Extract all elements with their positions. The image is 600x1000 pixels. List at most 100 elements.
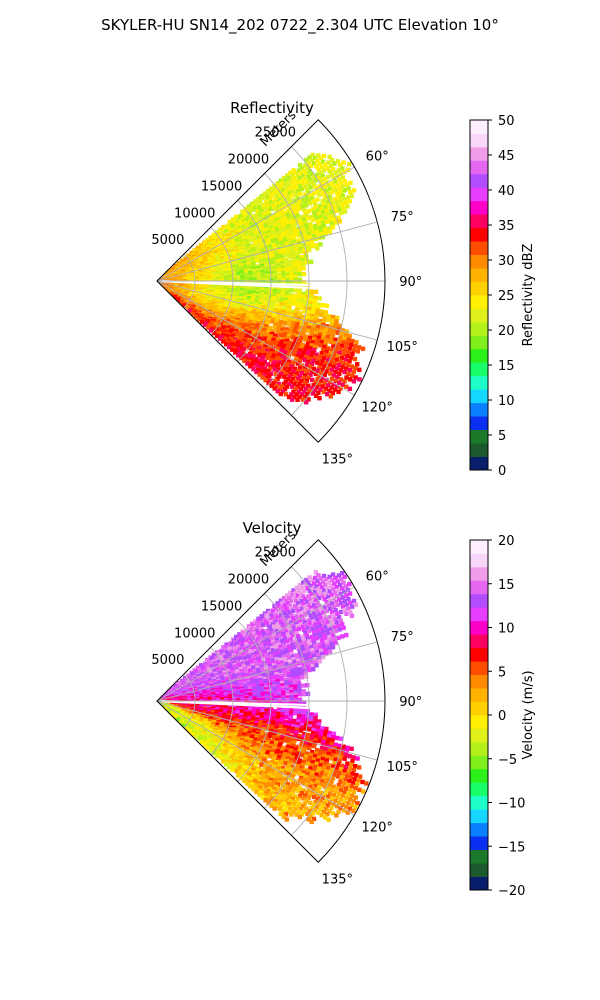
colorbar-tick-label: −15 xyxy=(498,840,525,855)
colorbar-tick-label: 20 xyxy=(498,324,515,339)
colorbar-segment xyxy=(470,647,488,662)
angular-tick-label: 105° xyxy=(387,340,418,355)
angular-gridline xyxy=(156,700,378,761)
angular-tick-label: 90° xyxy=(399,695,422,710)
colorbar-segment xyxy=(470,728,488,743)
reflectivity-colorbar: 0 5 10 15 20 25 30 35 40 45 50 Reflectivity dBZ xyxy=(469,114,536,479)
figure-title: SKYLER-HU SN14_202 0722_2.304 UTC Elevat… xyxy=(101,16,499,34)
colorbar-segment xyxy=(470,782,488,797)
colorbar-segment xyxy=(470,214,488,229)
colorbar-tick-label: 0 xyxy=(498,709,506,724)
radial-tick-label: 15000 xyxy=(201,179,242,194)
colorbar-tick-label: −20 xyxy=(498,884,525,899)
colorbar-segment xyxy=(470,173,488,188)
radial-tick-label: 25000 xyxy=(255,546,296,561)
angular-gridline xyxy=(156,280,378,341)
colorbar-segment xyxy=(470,443,488,457)
colorbar-segment xyxy=(470,456,488,471)
colorbar-segment xyxy=(470,146,488,161)
colorbar-segment xyxy=(470,268,488,282)
colorbar-segment xyxy=(470,429,488,444)
colorbar-segment xyxy=(470,634,488,649)
colorbar-tick-label: 35 xyxy=(498,219,515,234)
radial-tick-label: 10000 xyxy=(174,626,215,641)
sector-frame xyxy=(156,119,386,443)
colorbar-tick-label: 10 xyxy=(498,394,515,409)
radial-tick-label: 20000 xyxy=(228,153,269,168)
colorbar-segment xyxy=(470,335,488,350)
colorbar-segment xyxy=(470,863,488,877)
colorbar-tick-label: 20 xyxy=(498,534,515,549)
colorbar-segment xyxy=(470,281,488,296)
colorbar-segment xyxy=(470,416,488,431)
colorbar-segment xyxy=(470,849,488,864)
reflectivity-panel: 60° 75° 90° 105° 120° 135° 5000 10000 15000 20000… xyxy=(151,99,422,467)
angular-tick-label: 60° xyxy=(366,150,389,165)
colorbar-tick-label: 10 xyxy=(498,622,515,637)
angular-gridline xyxy=(156,641,378,702)
colorbar-segment xyxy=(470,701,488,716)
colorbar-segment xyxy=(470,227,488,242)
angular-tick-label: 135° xyxy=(322,872,353,887)
colorbar-segment xyxy=(470,295,488,309)
colorbar-tick-label: 25 xyxy=(498,289,515,304)
radar-field xyxy=(157,570,369,825)
radial-tick-label: 25000 xyxy=(255,126,296,141)
colorbar-tick-label: 30 xyxy=(498,254,515,269)
colorbar-label: Velocity (m/s) xyxy=(521,670,536,759)
colorbar-segment xyxy=(470,540,488,554)
colorbar-segment xyxy=(470,389,488,404)
colorbar-tick-label: −10 xyxy=(498,797,525,812)
colorbar-tick-label: 45 xyxy=(498,149,515,164)
radial-tick-label: 20000 xyxy=(228,573,269,588)
colorbar-segment xyxy=(470,120,488,134)
colorbar-tick-label: 5 xyxy=(498,665,506,680)
colorbar-segment xyxy=(470,674,488,689)
sector-frame xyxy=(156,539,386,863)
colorbar-segment xyxy=(470,741,488,756)
colorbar-segment xyxy=(470,348,488,363)
angular-tick-label: 135° xyxy=(322,452,353,467)
angular-tick-label: 75° xyxy=(391,630,414,645)
angular-tick-label: 60° xyxy=(366,570,389,585)
colorbar-segment xyxy=(470,241,488,256)
colorbar-tick-label: 5 xyxy=(498,429,506,444)
colorbar-segment xyxy=(470,809,488,824)
colorbar-segment xyxy=(470,362,488,377)
radial-tick-label: 10000 xyxy=(174,206,215,221)
colorbar-segment xyxy=(470,160,488,175)
radar-field xyxy=(157,152,366,405)
radial-tick-label: 15000 xyxy=(201,599,242,614)
colorbar-segment xyxy=(470,254,488,269)
panel-title: Reflectivity xyxy=(230,99,314,117)
colorbar-segment xyxy=(470,321,488,336)
colorbar-segment xyxy=(470,688,488,702)
colorbar-segment xyxy=(470,836,488,851)
colorbar-segment xyxy=(470,566,488,581)
angular-tick-label: 120° xyxy=(362,400,393,415)
colorbar-segment xyxy=(470,593,488,608)
radial-tick-label: 5000 xyxy=(151,653,184,668)
angular-tick-label: 105° xyxy=(387,760,418,775)
colorbar-segment xyxy=(470,375,488,390)
colorbar-segment xyxy=(470,876,488,891)
angular-gridline xyxy=(156,280,355,396)
colorbar-tick-label: 50 xyxy=(498,114,515,129)
velocity-panel: 60° 75° 90° 105° 120° 135° 5000 10000 15000 20000… xyxy=(151,519,422,887)
colorbar-tick-label: 15 xyxy=(498,578,515,593)
angular-gridline xyxy=(156,166,355,282)
radial-tick-label: 5000 xyxy=(151,233,184,248)
angular-tick-label: 90° xyxy=(399,275,422,290)
colorbar-segment xyxy=(470,133,488,148)
colorbar-label: Reflectivity dBZ xyxy=(521,244,536,347)
angular-tick-label: 120° xyxy=(362,820,393,835)
colorbar-tick-label: 40 xyxy=(498,184,515,199)
colorbar-segment xyxy=(470,822,488,837)
colorbar-segment xyxy=(470,715,488,729)
velocity-colorbar: −20 −15 −10 −5 0 5 10 15 20 Velocity (m/s) xyxy=(469,534,536,899)
panel-title: Velocity xyxy=(243,519,302,537)
colorbar-segment xyxy=(470,795,488,810)
colorbar-segment xyxy=(470,308,488,323)
colorbar-segment xyxy=(470,620,488,635)
